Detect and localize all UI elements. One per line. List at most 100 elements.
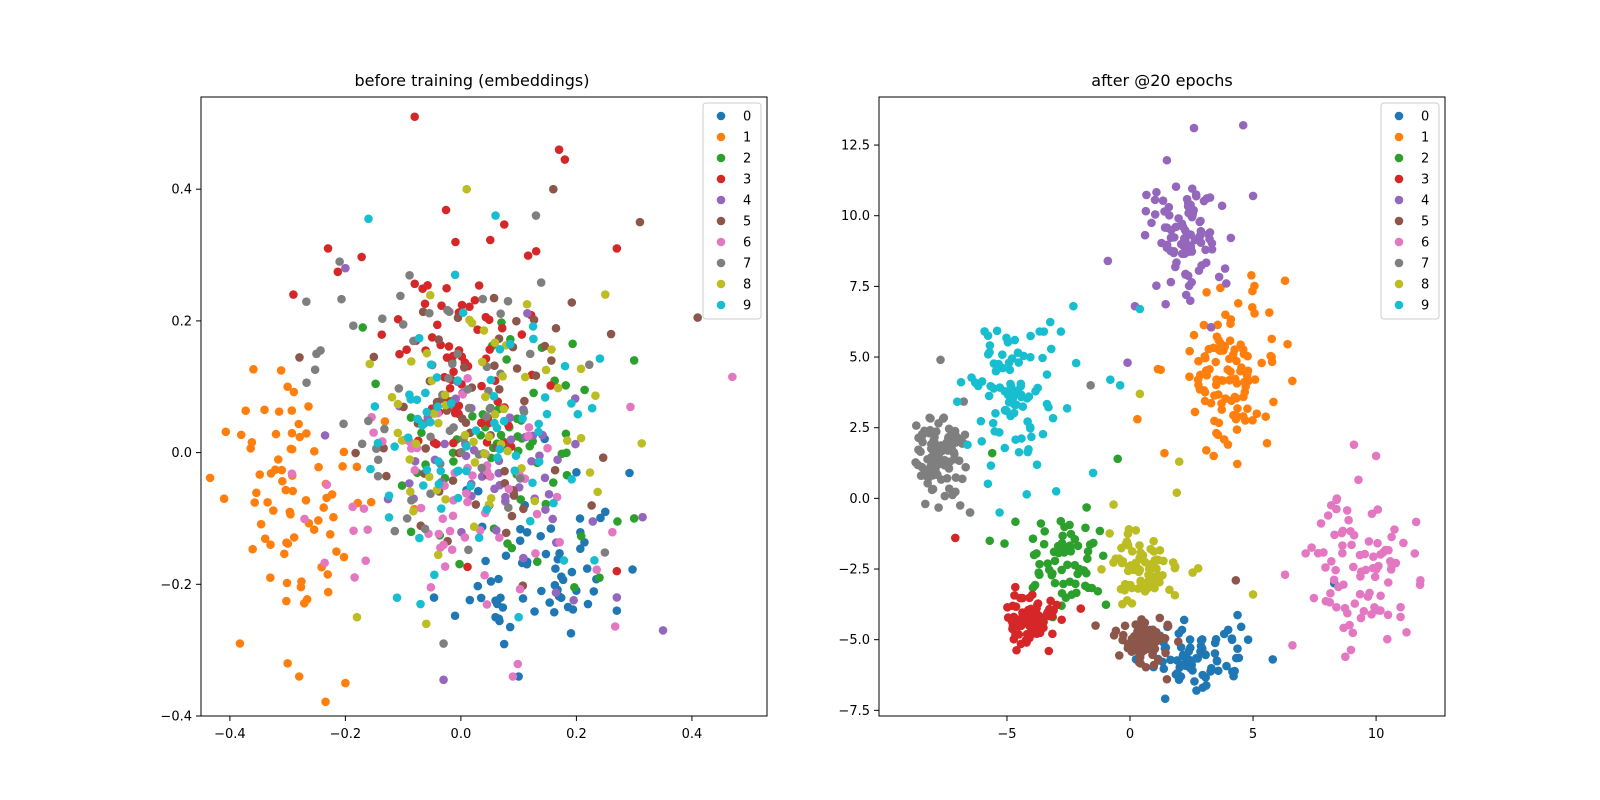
data-point-class-4 <box>1150 210 1160 219</box>
data-point-class-0 <box>1228 667 1237 676</box>
data-point-class-4 <box>1226 233 1236 243</box>
data-point-class-2 <box>358 323 368 332</box>
data-point-class-6 <box>1386 565 1396 574</box>
data-point-class-2 <box>1095 526 1105 536</box>
data-point-class-6 <box>513 659 523 669</box>
data-point-class-5 <box>459 363 469 372</box>
y-tick-label: 12.5 <box>841 139 870 154</box>
data-point-class-7 <box>515 474 525 483</box>
data-point-class-8 <box>1109 500 1118 509</box>
data-point-class-0 <box>1222 661 1231 671</box>
data-point-class-8 <box>387 392 397 402</box>
data-point-class-4 <box>1172 258 1181 267</box>
data-point-class-7 <box>926 453 936 462</box>
data-point-class-0 <box>541 549 551 559</box>
data-point-class-5 <box>421 444 430 453</box>
data-point-class-6 <box>1338 541 1347 550</box>
data-point-class-1 <box>319 503 329 512</box>
data-point-class-1 <box>1280 276 1290 286</box>
data-point-class-3 <box>323 244 333 253</box>
data-point-class-9 <box>384 491 394 500</box>
data-point-class-8 <box>1118 557 1128 566</box>
data-point-class-4 <box>1220 264 1230 273</box>
data-point-class-3 <box>465 302 474 312</box>
data-point-class-5 <box>1231 576 1241 585</box>
data-point-class-7 <box>938 414 948 423</box>
data-point-class-9 <box>458 308 468 317</box>
data-point-class-3 <box>1031 620 1040 630</box>
data-point-class-1 <box>283 382 292 392</box>
scatter-points <box>205 112 737 707</box>
data-point-class-6 <box>1288 641 1297 650</box>
data-point-class-1 <box>301 496 311 505</box>
data-point-class-3 <box>476 418 486 428</box>
data-point-class-5 <box>693 313 702 322</box>
data-point-class-7 <box>394 384 404 393</box>
data-point-class-2 <box>629 514 639 523</box>
data-point-class-8 <box>462 184 471 194</box>
data-point-class-1 <box>1210 416 1219 426</box>
data-point-class-6 <box>1376 550 1385 559</box>
legend-frame <box>702 102 762 320</box>
data-point-class-6 <box>1373 538 1382 548</box>
data-point-class-0 <box>1212 656 1222 665</box>
data-point-class-0 <box>625 468 634 478</box>
data-point-class-4 <box>1162 155 1172 165</box>
data-point-class-9 <box>510 466 520 475</box>
data-point-class-9 <box>1007 354 1017 363</box>
data-point-class-8 <box>1124 524 1134 534</box>
data-point-class-2 <box>1101 600 1111 610</box>
data-point-class-1 <box>1236 340 1245 350</box>
data-point-class-6 <box>1385 556 1395 566</box>
data-point-class-4 <box>405 479 414 488</box>
data-point-class-7 <box>921 471 931 481</box>
data-point-class-1 <box>1267 352 1276 362</box>
data-point-class-9 <box>970 378 980 387</box>
data-point-class-6 <box>300 514 309 524</box>
data-point-class-6 <box>1339 623 1348 633</box>
data-point-class-0 <box>1185 635 1195 644</box>
data-point-class-8 <box>434 418 443 428</box>
data-point-class-1 <box>274 407 284 416</box>
data-point-class-2 <box>502 355 511 364</box>
data-point-class-8 <box>1136 548 1145 558</box>
data-point-class-0 <box>1178 651 1188 661</box>
data-point-class-0 <box>501 551 511 561</box>
data-point-class-7 <box>357 439 367 449</box>
data-point-class-9 <box>434 479 444 489</box>
data-point-class-2 <box>468 412 477 421</box>
data-point-class-0 <box>537 586 546 596</box>
data-point-class-9 <box>540 393 550 402</box>
data-point-class-1 <box>1160 448 1169 458</box>
data-point-class-8 <box>1138 555 1147 564</box>
data-point-class-6 <box>1349 562 1358 572</box>
data-point-class-9 <box>462 442 471 451</box>
data-point-class-2 <box>629 356 639 365</box>
data-point-class-1 <box>332 547 341 556</box>
data-point-class-4 <box>1171 182 1181 191</box>
data-point-class-4 <box>1202 194 1212 203</box>
data-point-class-9 <box>437 504 446 513</box>
data-point-class-6 <box>1307 543 1316 552</box>
data-point-class-1 <box>302 429 311 438</box>
data-point-class-6 <box>320 558 329 568</box>
data-point-class-2 <box>1040 527 1049 536</box>
data-point-class-6 <box>1346 526 1355 536</box>
data-point-class-9 <box>1023 417 1032 426</box>
data-point-class-1 <box>252 488 261 498</box>
data-point-class-1 <box>282 538 291 547</box>
data-point-class-3 <box>517 330 527 339</box>
data-point-class-8 <box>441 495 450 504</box>
data-point-class-9 <box>983 350 993 359</box>
data-point-class-4 <box>638 512 647 522</box>
data-point-class-5 <box>531 371 541 380</box>
data-point-class-9 <box>956 377 966 387</box>
data-point-class-0 <box>1159 664 1169 674</box>
data-point-class-6 <box>369 428 378 437</box>
data-point-class-6 <box>531 549 540 558</box>
data-point-class-5 <box>1149 660 1159 670</box>
data-point-class-9 <box>493 453 502 462</box>
data-point-class-0 <box>499 639 509 649</box>
y-axis: −0.4 −0.2 0.0 0.2 0.4 <box>160 183 201 725</box>
legend-label-class-7: 7 <box>743 257 751 272</box>
